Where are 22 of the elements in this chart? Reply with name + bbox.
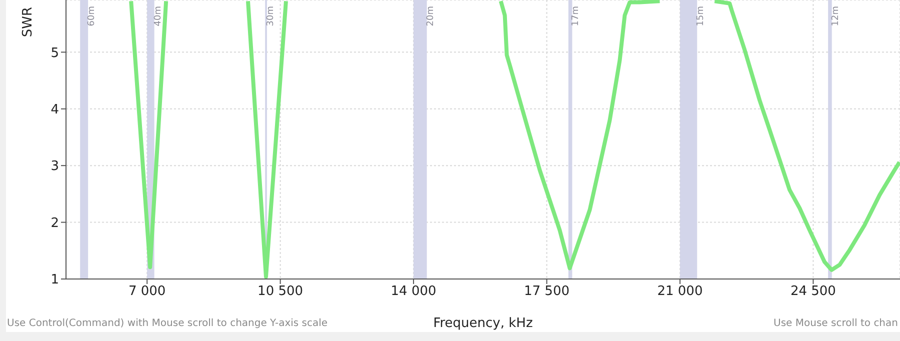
band-label: 15m — [696, 6, 706, 26]
y-tick-label: 2 — [50, 216, 59, 231]
y-axis-title: SWR — [20, 6, 36, 38]
x-tick-label: 24 500 — [790, 284, 836, 300]
band-label: 60m — [87, 6, 98, 26]
band-label: 17m — [571, 6, 582, 26]
text: Use Control(Command) with Mouse scroll to change Y-axis scale — [7, 318, 328, 329]
x-tick-label: 14 000 — [390, 284, 436, 300]
y-tick-label: 4 — [50, 102, 59, 118]
x-tick-label: 17 500 — [524, 284, 570, 300]
y-tick-label: 5 — [50, 46, 59, 61]
x-tick-label: 21 000 — [657, 284, 703, 300]
y-tick-label: 1 — [50, 272, 59, 288]
y-tick-label: 3 — [50, 159, 59, 174]
text: Use Mouse scroll to chan — [774, 318, 898, 329]
x-tick-label: 7 000 — [128, 284, 166, 300]
x-tick-label: 10 500 — [258, 284, 304, 300]
band-label: 20m — [426, 6, 436, 26]
band-label: 40m — [153, 6, 164, 26]
band-label: 30m — [266, 6, 276, 26]
x-axis-title: Frequency, kHz — [433, 316, 533, 331]
band-label: 12m — [830, 6, 841, 26]
